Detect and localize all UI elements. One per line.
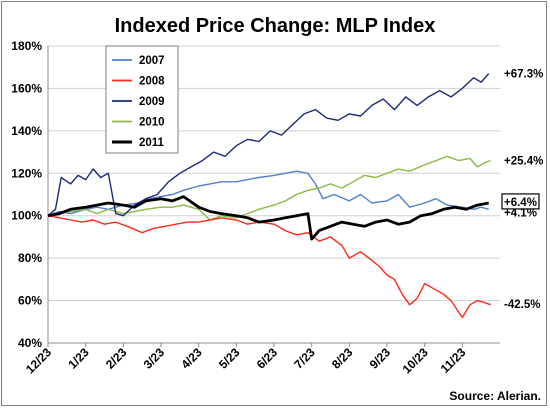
end-labels: +4.1% -42.5% +67.3% +25.4% +6.4% [501, 69, 543, 311]
x-tick-label: 6/23 [254, 345, 281, 372]
series-lines [47, 73, 491, 319]
x-tick-label: 2/23 [103, 345, 130, 372]
x-tick-label: 8/23 [329, 345, 356, 372]
legend-label-2011: 2011 [139, 137, 165, 149]
series-line-2010 [47, 155, 491, 221]
series-line-2011 [47, 195, 489, 241]
legend-label-2009: 2009 [139, 96, 165, 108]
x-tick-label: 9/23 [367, 345, 394, 372]
source-note: Source: Alerian. [449, 389, 541, 403]
x-tick-label: 11/23 [438, 345, 469, 376]
y-tick-label: 140% [11, 124, 42, 138]
x-tick-label: 1/23 [65, 345, 92, 372]
series-line-2008 [47, 215, 491, 319]
y-tick-label: 120% [11, 166, 42, 180]
y-tick-labels: 40% 60% 80% 100% 120% 140% 160% 180% [11, 39, 42, 350]
legend-box [105, 45, 179, 154]
series-line-2009 [47, 73, 490, 217]
y-tick-label: 60% [18, 294, 42, 308]
y-tick-label: 160% [11, 81, 42, 95]
x-tick-labels: 12/23 1/23 2/23 3/23 4/23 5/23 6/23 7/23 8/23 9/2… [23, 343, 469, 376]
legend-label-2010: 2010 [139, 117, 165, 129]
x-tick-label: 3/23 [141, 345, 168, 372]
end-label-box [501, 193, 540, 210]
x-tick-label: 7/23 [291, 345, 318, 372]
chart-title: Indexed Price Change: MLP Index [115, 15, 436, 37]
y-tick-label: 180% [11, 39, 42, 53]
y-tick-label: 40% [18, 336, 42, 350]
end-label-2008: -42.5% [504, 299, 540, 311]
legend: 2007 2008 2009 2010 2011 [105, 45, 179, 154]
legend-label-2007: 2007 [139, 55, 165, 67]
x-tick-label: 5/23 [216, 345, 243, 372]
end-label-2009: +67.3% [504, 69, 543, 81]
x-tick-label: 10/23 [400, 345, 431, 376]
end-label-2011: +6.4% [504, 197, 537, 209]
end-label-2010: +25.4% [504, 156, 543, 168]
y-tick-label: 100% [11, 209, 42, 223]
x-tick-label: 4/23 [178, 345, 205, 372]
y-tick-label: 80% [18, 251, 42, 265]
legend-label-2008: 2008 [139, 76, 165, 88]
end-label-2007: +4.1% [504, 208, 537, 220]
series-line-2007 [47, 170, 489, 217]
